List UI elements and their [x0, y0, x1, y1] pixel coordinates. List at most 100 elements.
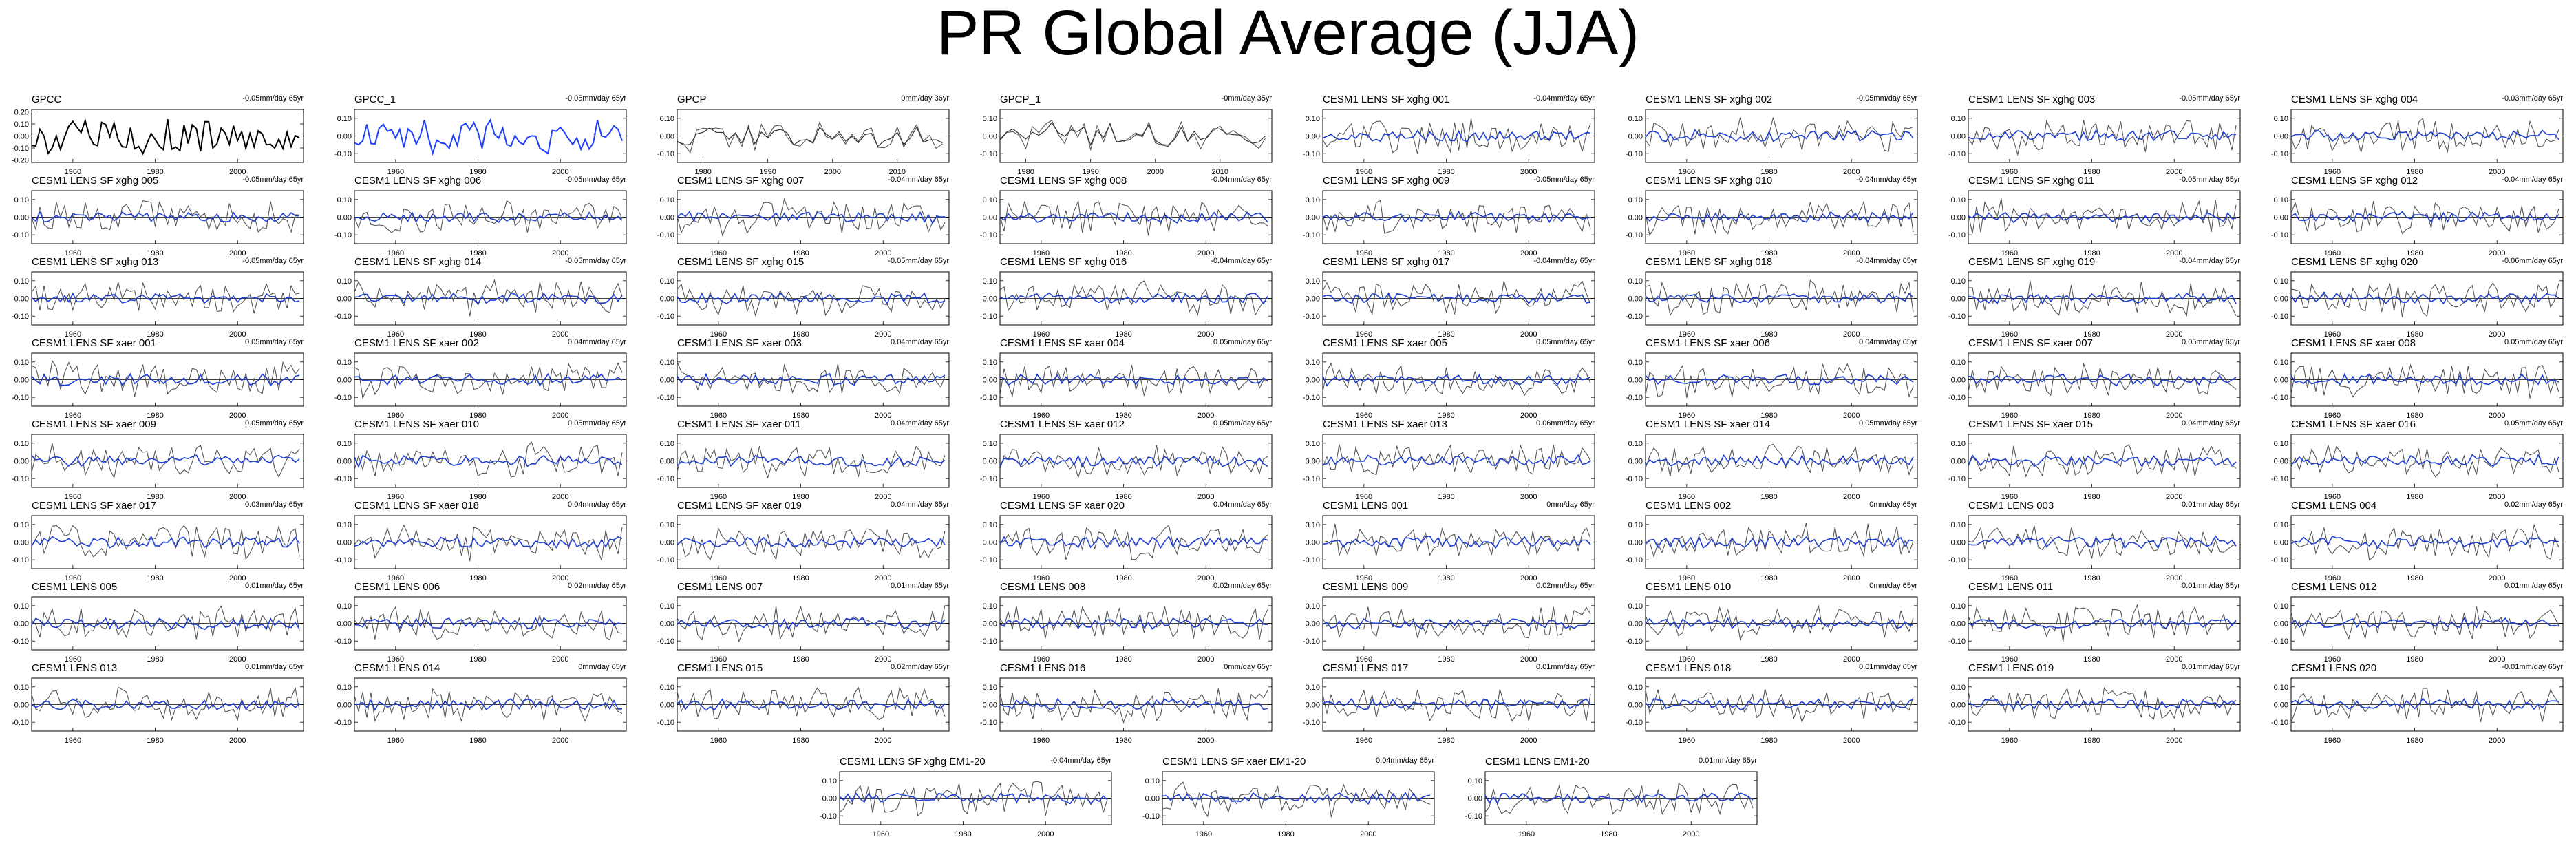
- panel-plot: 0.10 0.00 -0.10 1960 1980 2000: [657, 190, 950, 257]
- x-tick-label: 2000: [552, 493, 568, 501]
- series-line: [2290, 523, 2559, 561]
- panel-plot: 0.10 0.00 -0.10 1960 1980 2000: [1303, 677, 1595, 745]
- y-tick-label: 0.10: [2274, 602, 2288, 611]
- panel-title: CESM1 LENS SF xghg 003: [1968, 94, 2096, 105]
- ensemble-line: [677, 211, 946, 225]
- x-tick-label: 2000: [1520, 493, 1537, 501]
- series-line: [677, 604, 946, 643]
- trend-label: 0mm/day 65yr: [1869, 582, 1917, 590]
- y-tick-label: -0.10: [1626, 231, 1643, 240]
- y-tick-label: 0.00: [983, 133, 997, 141]
- panel-title: CESM1 LENS 008: [1000, 581, 1086, 593]
- x-tick-label: 1960: [2324, 655, 2341, 664]
- y-tick-label: -0.10: [1626, 394, 1643, 402]
- ensemble-line: [999, 618, 1268, 630]
- y-tick-label: -0.10: [2271, 231, 2288, 240]
- panel-plot: 0.10 0.00 -0.10 1960 1980 2000: [12, 596, 304, 664]
- x-tick-label: 1960: [1679, 737, 1695, 745]
- y-tick-label: 0.10: [14, 196, 29, 204]
- x-tick-label: 1980: [2406, 737, 2423, 745]
- chart-panel: CESM1 LENS SF xghg 006 -0.05mm/day 65yr 0.…: [334, 175, 627, 263]
- series-line: [31, 605, 300, 640]
- series-line: [2290, 117, 2559, 154]
- x-tick-label: 2000: [229, 412, 246, 420]
- x-tick-label: 2000: [2166, 737, 2182, 745]
- panel-title: CESM1 LENS SF xaer 020: [1000, 500, 1125, 511]
- trend-label: 0.01mm/day 65yr: [1699, 757, 1757, 765]
- series-line: [31, 282, 300, 314]
- x-tick-label: 1980: [792, 574, 809, 582]
- x-tick-label: 1980: [1115, 655, 1131, 664]
- x-tick-label: 2000: [552, 655, 568, 664]
- trend-label: 0.01mm/day 65yr: [2182, 582, 2240, 590]
- chart-panel: CESM1 LENS SF xaer 016 0.05mm/day 65yr 0.1…: [2271, 419, 2564, 507]
- y-tick-label: 0.10: [2274, 359, 2288, 367]
- chart-panel: CESM1 LENS SF xaer 006 0.04mm/day 65yr 0.1…: [1626, 337, 1918, 425]
- y-tick-label: 0.00: [1306, 458, 1320, 466]
- y-tick-label: 0.10: [1306, 277, 1320, 286]
- x-tick-label: 1980: [1115, 249, 1131, 257]
- y-tick-label: -0.10: [1948, 719, 1966, 727]
- x-tick-label: 2000: [552, 330, 568, 339]
- x-tick-label: 1960: [65, 249, 81, 257]
- x-tick-label: 1960: [387, 574, 404, 582]
- x-tick-label: 2000: [1197, 493, 1214, 501]
- panel-title: CESM1 LENS 010: [1646, 581, 1732, 593]
- y-tick-label: -0.10: [1626, 719, 1643, 727]
- series-line: [354, 362, 623, 399]
- trend-label: 0mm/day 65yr: [1224, 663, 1272, 671]
- y-tick-label: 0.00: [337, 539, 352, 547]
- y-tick-label: 0.00: [14, 377, 29, 385]
- trend-label: -0.05mm/day 65yr: [2179, 176, 2240, 184]
- y-tick-label: 0.00: [1306, 133, 1320, 141]
- x-tick-label: 1960: [1033, 412, 1050, 420]
- y-tick-label: -0.10: [12, 394, 29, 402]
- x-tick-label: 1980: [1760, 330, 1777, 339]
- x-tick-label: 2000: [1843, 249, 1860, 257]
- series-line: [2290, 282, 2559, 317]
- panel-title: CESM1 LENS SF xghg 014: [354, 256, 482, 268]
- y-tick-label: 0.00: [1628, 214, 1643, 222]
- x-tick-label: 2000: [229, 574, 246, 582]
- y-tick-label: 0.00: [660, 377, 674, 385]
- x-tick-label: 1980: [1438, 168, 1454, 176]
- x-tick-label: 2000: [552, 574, 568, 582]
- y-tick-label: 0.10: [983, 277, 997, 286]
- ensemble-line: [2290, 129, 2559, 142]
- y-tick-label: -0.10: [334, 637, 352, 646]
- ensemble-line: [1968, 618, 2237, 630]
- panel-title: CESM1 LENS 019: [1968, 662, 2054, 674]
- chart-panel: CESM1 LENS SF xaer 020 0.04mm/day 65yr 0.1…: [980, 500, 1273, 588]
- y-tick-label: 0.10: [1951, 602, 1966, 611]
- ensemble-line: [354, 292, 623, 305]
- series-line: [1322, 688, 1591, 722]
- y-tick-label: -0.10: [2271, 637, 2288, 646]
- y-tick-label: 0.00: [337, 214, 352, 222]
- series-line: [1645, 279, 1914, 317]
- chart-panel: CESM1 LENS SF xaer 014 0.05mm/day 65yr 0.1…: [1626, 419, 1918, 507]
- panel-title: CESM1 LENS SF xghg 018: [1646, 256, 1773, 268]
- ensemble-line: [999, 373, 1268, 386]
- trend-label: -0.04mm/day 65yr: [888, 176, 949, 184]
- trend-label: 0.01mm/day 65yr: [891, 582, 949, 590]
- x-tick-label: 1990: [759, 168, 776, 176]
- series-line: [354, 524, 623, 562]
- x-tick-label: 1960: [387, 655, 404, 664]
- y-tick-label: 0.10: [14, 684, 29, 692]
- trend-label: -0.04mm/day 65yr: [1211, 176, 1272, 184]
- x-tick-label: 2000: [2489, 249, 2505, 257]
- y-tick-label: 0.00: [983, 539, 997, 547]
- x-tick-label: 1960: [387, 412, 404, 420]
- series-line: [677, 361, 946, 394]
- y-tick-label: 0.00: [660, 458, 674, 466]
- y-tick-label: 0.10: [660, 440, 674, 448]
- x-tick-label: 1980: [1760, 493, 1777, 501]
- ensemble-line: [354, 536, 623, 549]
- series-line: [1645, 200, 1914, 237]
- ensemble-line: [1968, 211, 2237, 224]
- panel-title: CESM1 LENS SF xaer 011: [677, 419, 801, 430]
- series-line: [1645, 443, 1914, 477]
- panel-title: CESM1 LENS 005: [32, 581, 118, 593]
- x-tick-label: 1980: [2083, 737, 2100, 745]
- series-line: [31, 118, 300, 156]
